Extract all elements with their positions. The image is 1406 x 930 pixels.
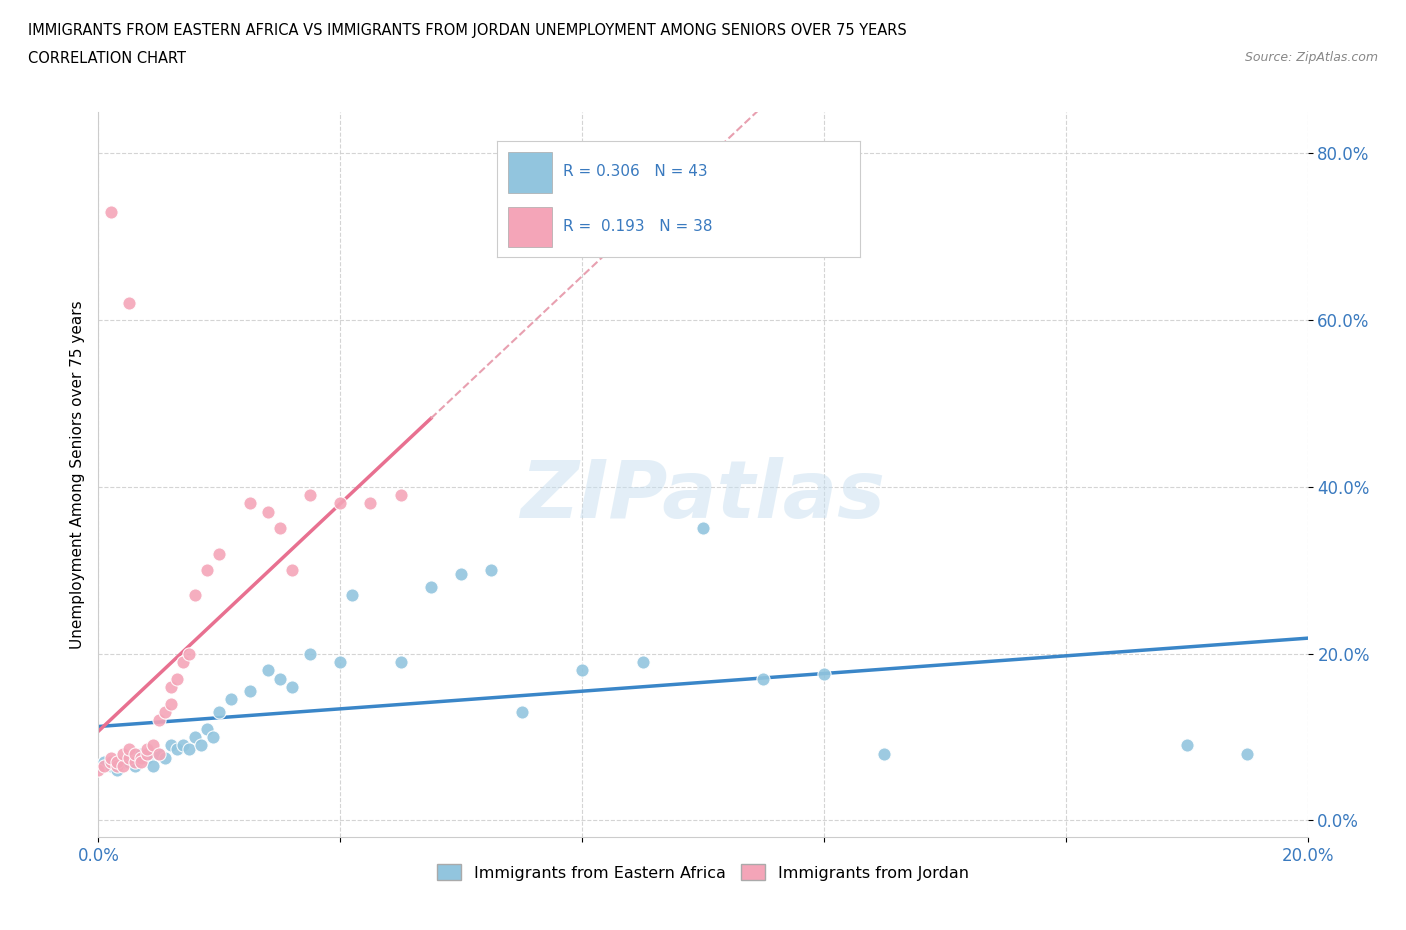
Point (256, 504, 278, 519)
Point (208, 705, 231, 720)
Point (692, 521, 714, 536)
Point (179, 646, 201, 661)
Point (100, 205, 122, 219)
Point (118, 751, 141, 765)
Text: ZIPatlas: ZIPatlas (520, 457, 886, 535)
Point (281, 563, 304, 578)
Point (342, 588, 364, 603)
Point (389, 655, 412, 670)
Point (481, 563, 503, 578)
Point (160, 680, 183, 695)
Point (510, 705, 533, 720)
Point (148, 712, 170, 727)
Point (172, 737, 194, 752)
Point (1236, 746, 1258, 761)
Legend: Immigrants from Eastern Africa, Immigrants from Jordan: Immigrants from Eastern Africa, Immigran… (430, 857, 976, 887)
Point (105, 763, 128, 777)
Point (160, 697, 183, 711)
Point (166, 671, 188, 686)
Text: CORRELATION CHART: CORRELATION CHART (28, 51, 186, 66)
Point (118, 742, 141, 757)
Point (389, 487, 412, 502)
Y-axis label: Unemployment Among Seniors over 75 years: Unemployment Among Seniors over 75 years (69, 300, 84, 648)
Point (135, 742, 157, 757)
Point (135, 751, 157, 765)
Point (111, 746, 134, 761)
Point (281, 680, 304, 695)
Point (142, 759, 165, 774)
Point (179, 742, 201, 757)
Point (124, 754, 146, 769)
Point (111, 759, 134, 774)
Point (142, 737, 165, 752)
Point (202, 729, 225, 744)
Point (124, 759, 146, 774)
Point (87, 763, 110, 777)
Point (100, 759, 122, 774)
Point (148, 746, 170, 761)
Point (221, 692, 243, 707)
Point (105, 759, 128, 774)
Point (195, 721, 218, 736)
Point (190, 737, 212, 752)
Point (184, 729, 207, 744)
Point (360, 496, 382, 511)
Point (129, 754, 152, 769)
Point (1175, 737, 1198, 752)
Point (93, 754, 115, 769)
Point (571, 663, 593, 678)
Point (873, 746, 896, 761)
Point (752, 671, 775, 686)
Point (239, 684, 262, 698)
Point (153, 705, 176, 720)
Point (153, 751, 176, 765)
Text: IMMIGRANTS FROM EASTERN AFRICA VS IMMIGRANTS FROM JORDAN UNEMPLOYMENT AMONG SENI: IMMIGRANTS FROM EASTERN AFRICA VS IMMIGR… (28, 23, 907, 38)
Point (256, 663, 278, 678)
Point (100, 754, 122, 769)
Point (813, 667, 835, 682)
Point (129, 746, 152, 761)
Point (105, 754, 128, 769)
Point (208, 546, 231, 561)
Point (118, 296, 141, 311)
Point (166, 742, 188, 757)
Point (118, 754, 141, 769)
Point (329, 496, 352, 511)
Point (172, 655, 194, 670)
Point (124, 746, 146, 761)
Point (184, 588, 207, 603)
Point (329, 655, 352, 670)
Point (420, 579, 443, 594)
Point (148, 746, 170, 761)
Point (195, 563, 218, 578)
Point (631, 655, 654, 670)
Point (111, 754, 134, 769)
Point (239, 496, 262, 511)
Point (450, 567, 472, 582)
Point (100, 751, 122, 765)
Point (135, 746, 157, 761)
Point (160, 737, 183, 752)
Point (299, 646, 322, 661)
Text: Source: ZipAtlas.com: Source: ZipAtlas.com (1244, 51, 1378, 64)
Point (299, 487, 322, 502)
Point (269, 671, 291, 686)
Point (269, 521, 291, 536)
Point (118, 751, 141, 765)
Point (93, 759, 115, 774)
Point (87, 759, 110, 774)
Point (129, 751, 152, 765)
